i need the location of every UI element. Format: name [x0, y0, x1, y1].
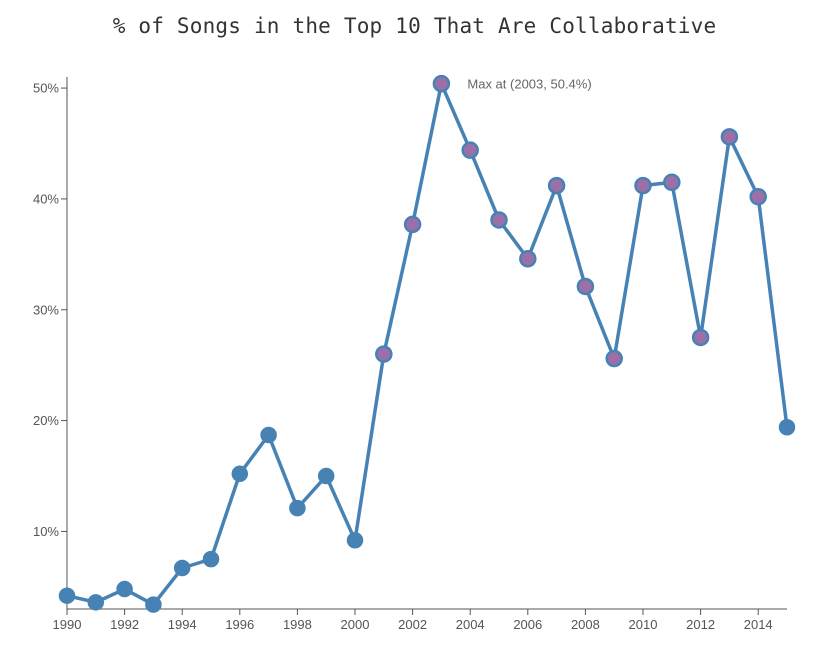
data-point-2007: [547, 176, 566, 195]
x-tick-label: 2008: [571, 617, 600, 632]
data-point-2009: [605, 349, 623, 368]
data-point-1993: [145, 596, 162, 613]
data-point-1998: [289, 499, 306, 517]
data-point-2011: [663, 173, 681, 192]
data-point-1995: [202, 550, 220, 568]
y-tick-label: 20%: [33, 413, 59, 428]
data-point-2010: [634, 176, 652, 195]
data-point-2001: [375, 345, 393, 363]
y-tick-label: 30%: [33, 302, 59, 317]
x-tick-label: 2006: [513, 617, 542, 632]
data-point-1994: [173, 559, 191, 577]
y-axis-ticks: 10% 20% 30% 40% 50%: [33, 81, 67, 539]
x-tick-label: 1998: [283, 617, 312, 632]
x-tick-label: 2004: [456, 617, 485, 632]
data-point-2015: [778, 418, 796, 436]
x-tick-label: 1990: [53, 617, 82, 632]
data-point-2005: [490, 211, 508, 229]
data-point-2014: [749, 187, 767, 206]
data-point-2013: [720, 128, 739, 146]
y-tick-label: 10%: [33, 524, 59, 539]
data-point-1997: [260, 426, 277, 444]
data-point-1999: [317, 467, 335, 485]
x-tick-label: 2010: [629, 617, 658, 632]
data-point-2006: [519, 250, 537, 268]
x-tick-label: 2012: [686, 617, 715, 632]
data-point-2008: [576, 277, 595, 296]
data-point-2002: [403, 215, 422, 234]
x-tick-label: 1992: [110, 617, 139, 632]
x-tick-label: 2002: [398, 617, 427, 632]
data-point-1991: [87, 594, 105, 611]
y-tick-label: 40%: [33, 191, 59, 206]
data-point-1990: [58, 587, 76, 604]
max-annotation: Max at (2003, 50.4%): [467, 77, 591, 92]
data-point-2003: [432, 74, 451, 93]
x-axis-ticks: 1990 1992 1994 1996 1998 2000 2002 2004 2006 2008…: [53, 609, 773, 632]
x-tick-label: 1996: [225, 617, 254, 632]
x-tick-label: 2000: [341, 617, 370, 632]
data-point-2000: [346, 532, 364, 549]
series-line: [65, 81, 789, 607]
x-tick-label: 1994: [168, 617, 197, 632]
data-point-1992: [116, 580, 133, 598]
x-tick-label: 2014: [744, 617, 773, 632]
data-point-1996: [231, 465, 249, 483]
y-tick-label: 50%: [33, 81, 59, 96]
data-point-2012: [691, 328, 710, 347]
data-point-2004: [461, 141, 479, 159]
data-points: [58, 74, 796, 613]
chart-title: % of Songs in the Top 10 That Are Collab…: [112, 14, 717, 38]
